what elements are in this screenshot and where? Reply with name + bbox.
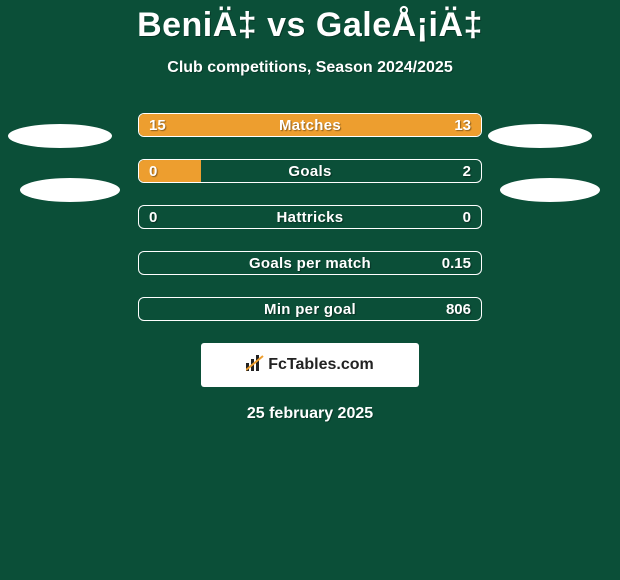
comparison-card: BeniÄ‡ vs GaleÅ¡iÄ‡ Club competitions, S… <box>0 0 620 423</box>
stat-label: Matches <box>139 114 481 136</box>
avatar-ellipse <box>8 124 112 148</box>
stat-row: Min per goal806 <box>138 297 482 321</box>
stat-row: 0Hattricks0 <box>138 205 482 229</box>
stat-value-right: 806 <box>436 298 481 320</box>
avatar-ellipse <box>500 178 600 202</box>
stat-label: Goals per match <box>139 252 481 274</box>
brand-text: FcTables.com <box>246 355 374 376</box>
page-subtitle: Club competitions, Season 2024/2025 <box>0 59 620 77</box>
avatar-ellipse <box>488 124 592 148</box>
date-text: 25 february 2025 <box>0 405 620 423</box>
brand-label: FcTables.com <box>268 356 374 374</box>
avatar-ellipse <box>20 178 120 202</box>
stat-value-right: 13 <box>444 114 481 136</box>
stat-row: Goals per match0.15 <box>138 251 482 275</box>
stat-value-right: 0 <box>453 206 481 228</box>
brand-bars-icon <box>246 355 264 376</box>
stat-row: 0Goals2 <box>138 159 482 183</box>
stat-label: Hattricks <box>139 206 481 228</box>
stat-value-right: 0.15 <box>432 252 481 274</box>
stat-rows: 15Matches130Goals20Hattricks0Goals per m… <box>138 113 482 321</box>
brand-badge: FcTables.com <box>201 343 419 387</box>
stat-label: Goals <box>139 160 481 182</box>
page-title: BeniÄ‡ vs GaleÅ¡iÄ‡ <box>0 6 620 45</box>
stat-label: Min per goal <box>139 298 481 320</box>
stat-value-right: 2 <box>453 160 481 182</box>
stat-row: 15Matches13 <box>138 113 482 137</box>
